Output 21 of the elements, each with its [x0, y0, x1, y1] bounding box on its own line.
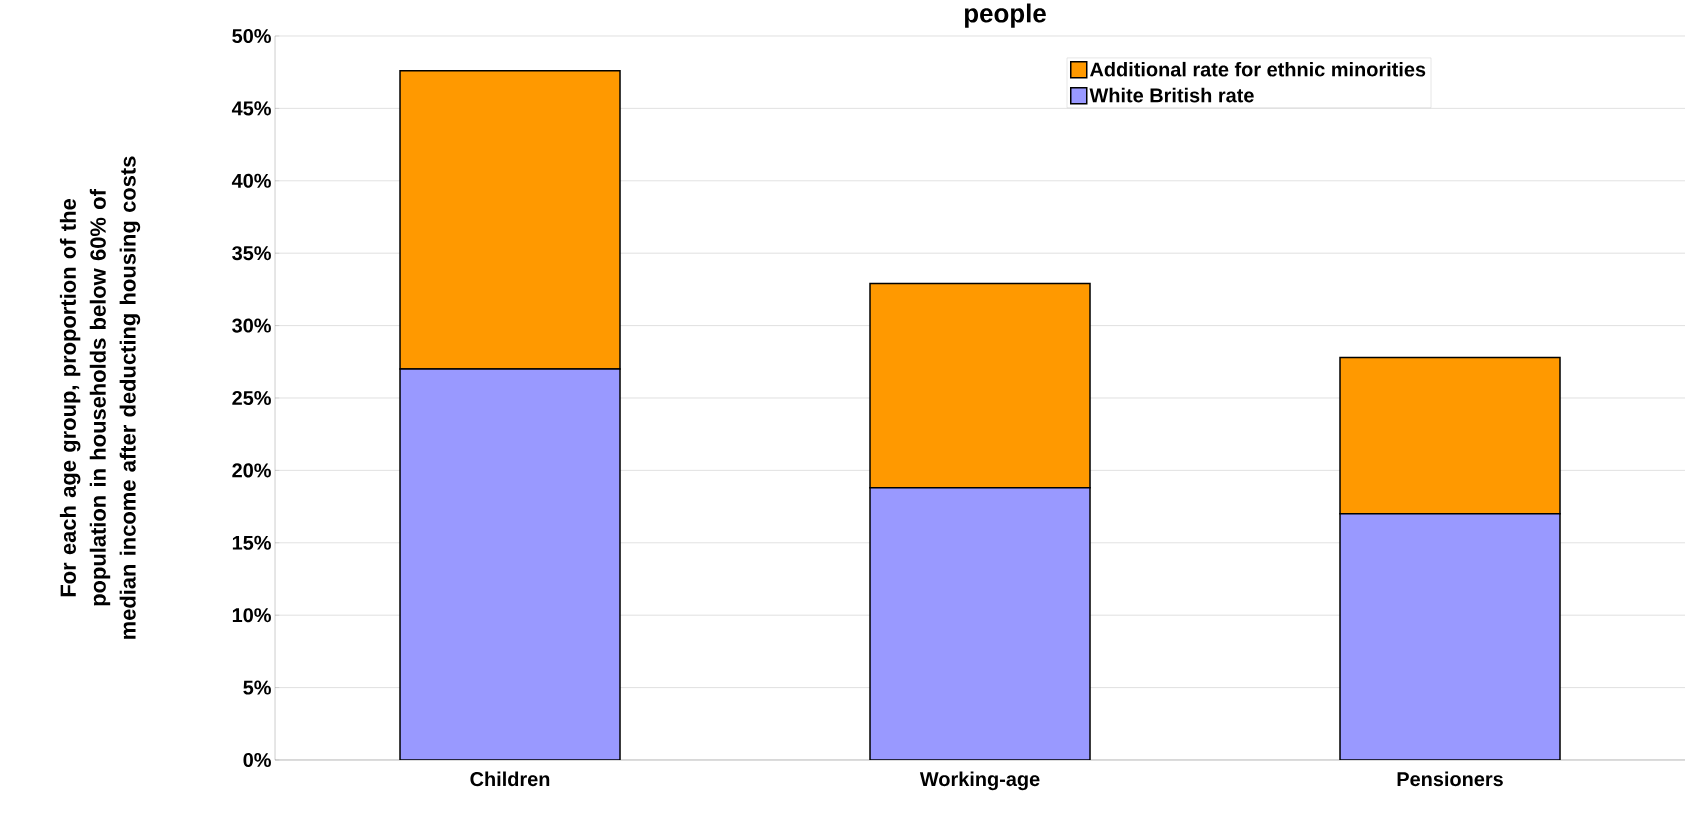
x-tick-label: Children — [470, 771, 550, 787]
y-tick-label: 5% — [243, 680, 271, 695]
x-tick-label: Pensioners — [1397, 771, 1503, 787]
y-tick-label: 50% — [232, 28, 271, 44]
y-tick-label: 20% — [232, 463, 271, 478]
y-tick-label: 0% — [243, 752, 271, 768]
chart-title: people — [964, 3, 1046, 28]
legend-label: White British rate — [1089, 87, 1254, 103]
legend-label: Additional rate for ethnic minorities — [1089, 61, 1426, 77]
y-tick-label: 10% — [232, 608, 271, 623]
y-axis-title: For each age group, proportion of the population in households below 60% of median income after deducting housing costs — [59, 156, 141, 639]
y-tick-label: 25% — [232, 390, 271, 406]
y-tick-label: 30% — [232, 318, 271, 333]
x-tick-label: Working-age — [919, 771, 1040, 791]
y-tick-label: 35% — [232, 246, 271, 261]
y-tick-label: 15% — [232, 535, 271, 550]
bar — [399, 368, 621, 760]
bar — [1339, 513, 1561, 760]
y-tick-label: 45% — [231, 101, 271, 116]
y-tick-label: 40% — [231, 173, 271, 188]
bar — [869, 487, 1091, 760]
